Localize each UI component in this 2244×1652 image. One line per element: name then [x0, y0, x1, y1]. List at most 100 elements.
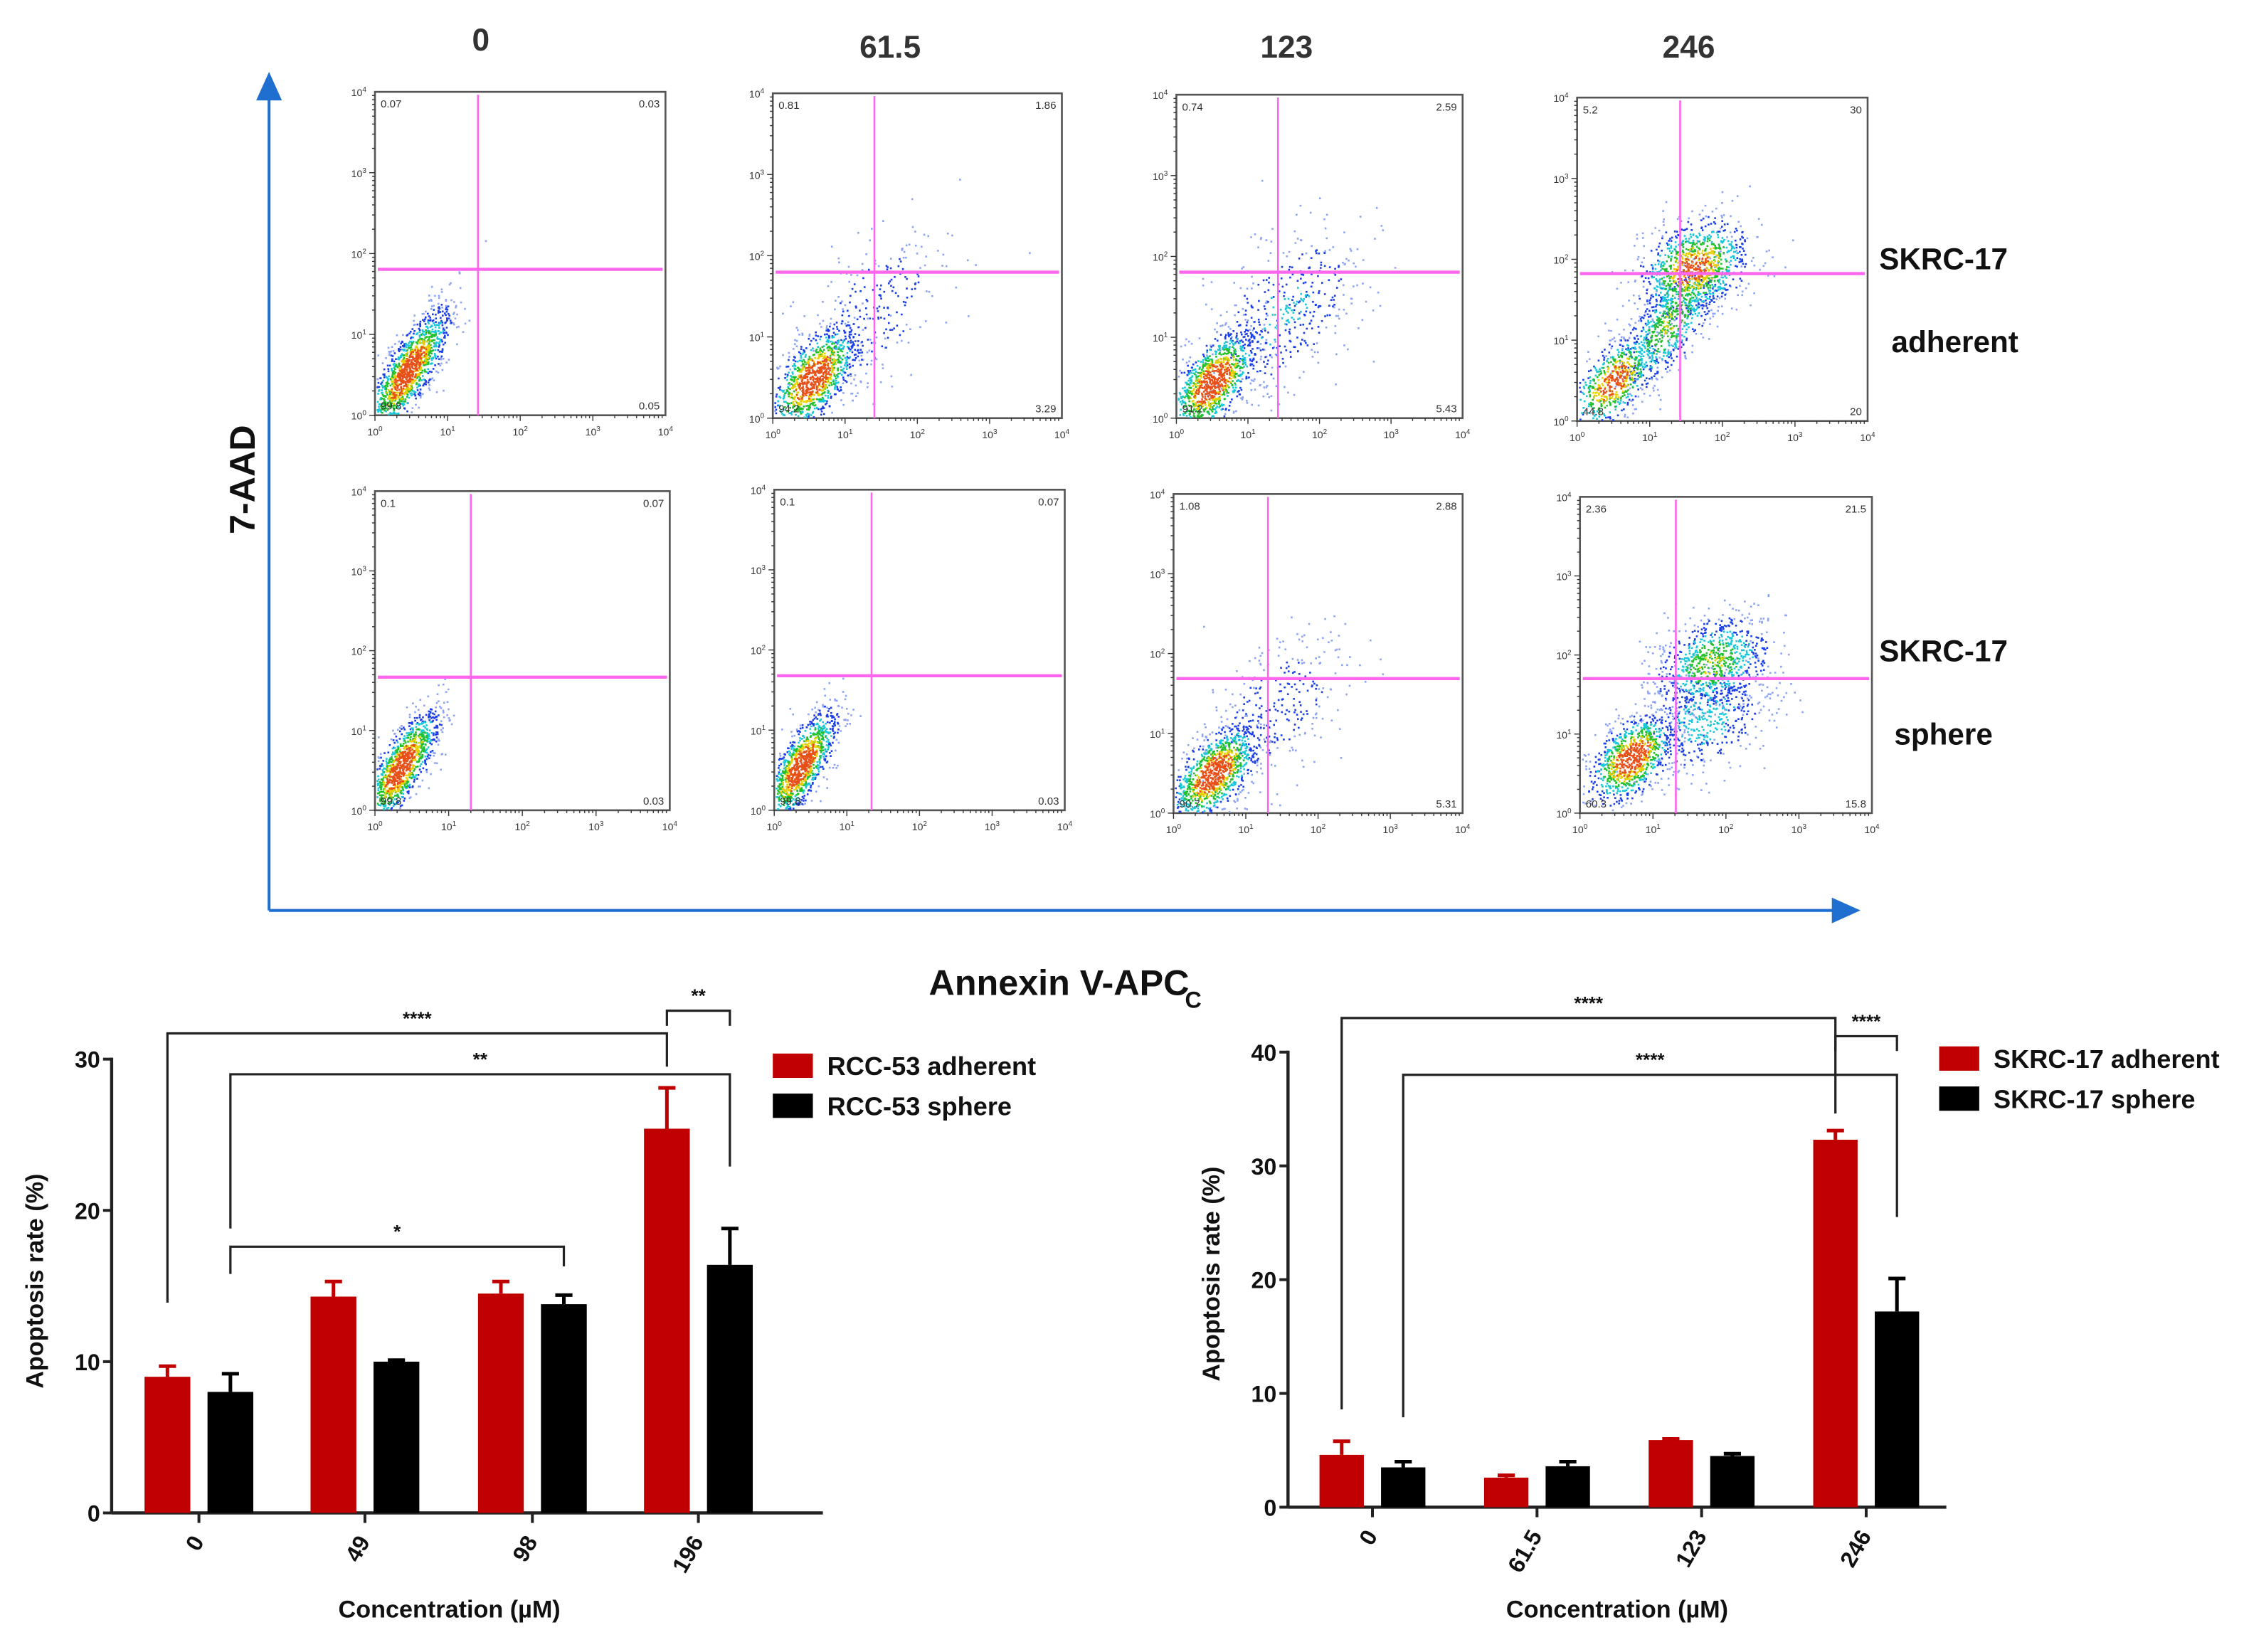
legend-swatch-adherent	[1939, 1046, 1979, 1071]
y-tick-label: 104	[1556, 491, 1572, 503]
density-dots-yellow	[780, 736, 822, 798]
y-tick-label: 20	[1251, 1268, 1276, 1293]
bar-sphere-49[interactable]	[373, 1361, 420, 1513]
density-dots-cyan	[376, 321, 445, 416]
x-tick-label: 104	[658, 425, 674, 438]
y-tick-label: 20	[75, 1198, 100, 1224]
bar-sphere-123[interactable]	[1710, 1456, 1755, 1508]
y-tick-label: 101	[351, 725, 367, 737]
bar-adherent-49[interactable]	[310, 1296, 356, 1513]
density-dots-blue	[376, 708, 443, 810]
density-dots-cyan	[777, 333, 852, 418]
bar-sphere-246[interactable]	[1875, 1311, 1920, 1508]
column-header-0: 0	[472, 23, 490, 58]
quadrant-value-ll: 99.8	[381, 401, 401, 413]
x-tick-label: 100	[367, 820, 383, 832]
y-tick-label: 101	[751, 724, 766, 736]
x-tick-label: 102	[513, 425, 529, 438]
y-tick-label: 103	[1556, 570, 1572, 582]
y-tick-label: 102	[1553, 253, 1569, 265]
quadrant-value-ul: 0.1	[780, 496, 795, 508]
plot-frame	[374, 90, 667, 417]
density-dots-blue	[1588, 617, 1769, 807]
x-tick-label: 100	[1169, 428, 1185, 440]
density-dots-green	[1183, 740, 1245, 808]
bar-adherent-0[interactable]	[144, 1377, 191, 1513]
x-tick-label: 100	[1570, 431, 1585, 443]
quadrant-value-ur: 0.07	[643, 497, 664, 509]
y-tick-label: 101	[1556, 729, 1572, 741]
column-header-246: 246	[1663, 30, 1715, 65]
x-tick-label: 98	[507, 1531, 542, 1566]
bar-adherent-0[interactable]	[1319, 1454, 1364, 1508]
bar-sphere-0[interactable]	[207, 1392, 254, 1513]
y-tick-label: 103	[751, 564, 766, 576]
y-axis-title-7aad: 7-AAD	[222, 425, 263, 534]
y-tick-label: 104	[1153, 89, 1168, 101]
y-tick-label: 101	[1553, 334, 1569, 346]
quadrant-value-ul: 1.08	[1179, 500, 1200, 512]
bar-adherent-246[interactable]	[1813, 1139, 1858, 1508]
x-tick-label: 103	[1787, 431, 1803, 443]
bar-sphere-98[interactable]	[541, 1304, 587, 1513]
bar-sphere-0[interactable]	[1381, 1467, 1426, 1508]
density-dots-green	[783, 342, 845, 415]
column-header-123: 123	[1260, 30, 1313, 65]
x-tick-label: 0	[181, 1531, 209, 1555]
y-tick-label: 101	[749, 332, 765, 344]
quadrant-value-lr: 15.8	[1846, 798, 1866, 810]
density-dots-green	[777, 727, 827, 807]
density-dots-light-blue	[1582, 594, 1804, 812]
bar-sphere-196[interactable]	[706, 1264, 753, 1513]
density-dots-blue	[376, 304, 452, 413]
y-tick-label: 104	[749, 88, 765, 100]
y-tick-label: 101	[1150, 728, 1165, 740]
significance-label: ****	[1574, 992, 1604, 1014]
y-tick-label: 104	[351, 485, 367, 497]
bar-adherent-98[interactable]	[477, 1293, 524, 1513]
plot-frame	[374, 490, 671, 812]
density-dots-red	[1614, 740, 1651, 778]
plot-frame	[773, 488, 1066, 812]
significance-label: ****	[1636, 1049, 1666, 1071]
x-tick-label: 100	[367, 425, 383, 438]
x-tick-label: 101	[441, 820, 457, 832]
quadrant-value-ur: 0.03	[639, 98, 660, 110]
quadrant-value-ul: 0.74	[1182, 101, 1202, 113]
x-tick-label: 102	[910, 428, 926, 440]
x-axis-title-annexin: Annexin V-APC	[929, 962, 1190, 1002]
quadrant-value-ur: 2.59	[1436, 101, 1456, 113]
density-dots-cyan	[1176, 732, 1250, 812]
quadrant-value-ll: 90.7	[1179, 798, 1200, 810]
x-tick-label: 102	[912, 820, 928, 832]
row-label-cell-line-1: SKRC-17	[1879, 243, 2008, 276]
x-tick-label: 100	[767, 820, 783, 832]
significance-label: ****	[403, 1007, 433, 1029]
quadrant-value-ll: 99.8	[780, 795, 800, 808]
y-tick-label: 103	[351, 565, 367, 577]
quadrant-value-ll: 44.8	[1583, 406, 1604, 418]
bar-sphere-61.5[interactable]	[1545, 1466, 1590, 1508]
density-dots-red	[391, 346, 428, 399]
x-tick-label: 100	[1166, 823, 1182, 835]
bar-adherent-196[interactable]	[644, 1128, 690, 1513]
row-label-cell-line-2: SKRC-17	[1879, 635, 2008, 668]
density-dots-yellow	[1592, 247, 1720, 405]
density-dots-green	[376, 728, 428, 805]
y-tick-label: 103	[749, 169, 765, 181]
quadrant-value-ul: 0.07	[381, 98, 401, 110]
y-tick-label: 104	[1150, 488, 1165, 500]
density-dots-red	[1193, 361, 1232, 405]
quadrant-value-ll: 91.2	[1182, 403, 1202, 415]
legend-label: RCC-53 adherent	[827, 1052, 1037, 1081]
bar-adherent-123[interactable]	[1648, 1440, 1693, 1508]
legend-label: SKRC-17 sphere	[1994, 1084, 2196, 1113]
x-tick-label: 103	[1383, 823, 1399, 835]
x-tick-label: 104	[1057, 820, 1073, 832]
y-tick-label: 102	[751, 645, 766, 657]
bar-adherent-61.5[interactable]	[1483, 1477, 1529, 1508]
